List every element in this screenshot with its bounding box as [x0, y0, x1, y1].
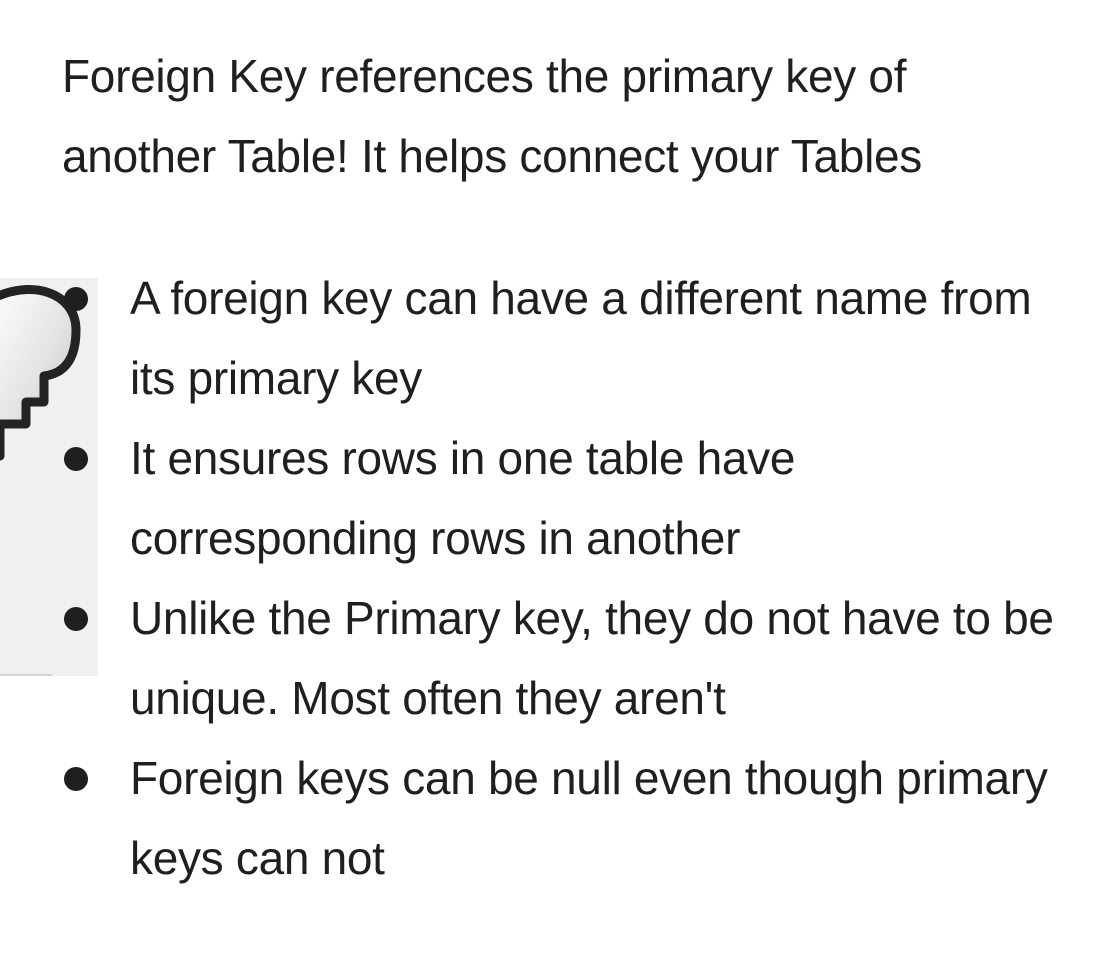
list-item-text: A foreign key can have a different name …: [130, 272, 1032, 404]
bullet-icon: [64, 287, 88, 311]
bullet-icon: [64, 607, 88, 631]
list-item-text: It ensures rows in one table have corres…: [130, 432, 796, 564]
list-item: A foreign key can have a different name …: [62, 258, 1062, 418]
bullet-icon: [64, 767, 88, 791]
key-icon: [0, 285, 81, 461]
list-item-text: Foreign keys can be null even though pri…: [130, 752, 1048, 884]
intro-text: Foreign Key references the primary key o…: [62, 50, 922, 182]
bullet-icon: [64, 447, 88, 471]
list-item: Unlike the Primary key, they do not have…: [62, 578, 1062, 738]
feature-list: A foreign key can have a different name …: [62, 258, 1062, 898]
key-illustration: [0, 278, 98, 676]
list-item: It ensures rows in one table have corres…: [62, 418, 1062, 578]
list-item: Foreign keys can be null even though pri…: [62, 738, 1062, 898]
list-item-text: Unlike the Primary key, they do not have…: [130, 592, 1054, 724]
illustration-rule: [0, 674, 52, 676]
